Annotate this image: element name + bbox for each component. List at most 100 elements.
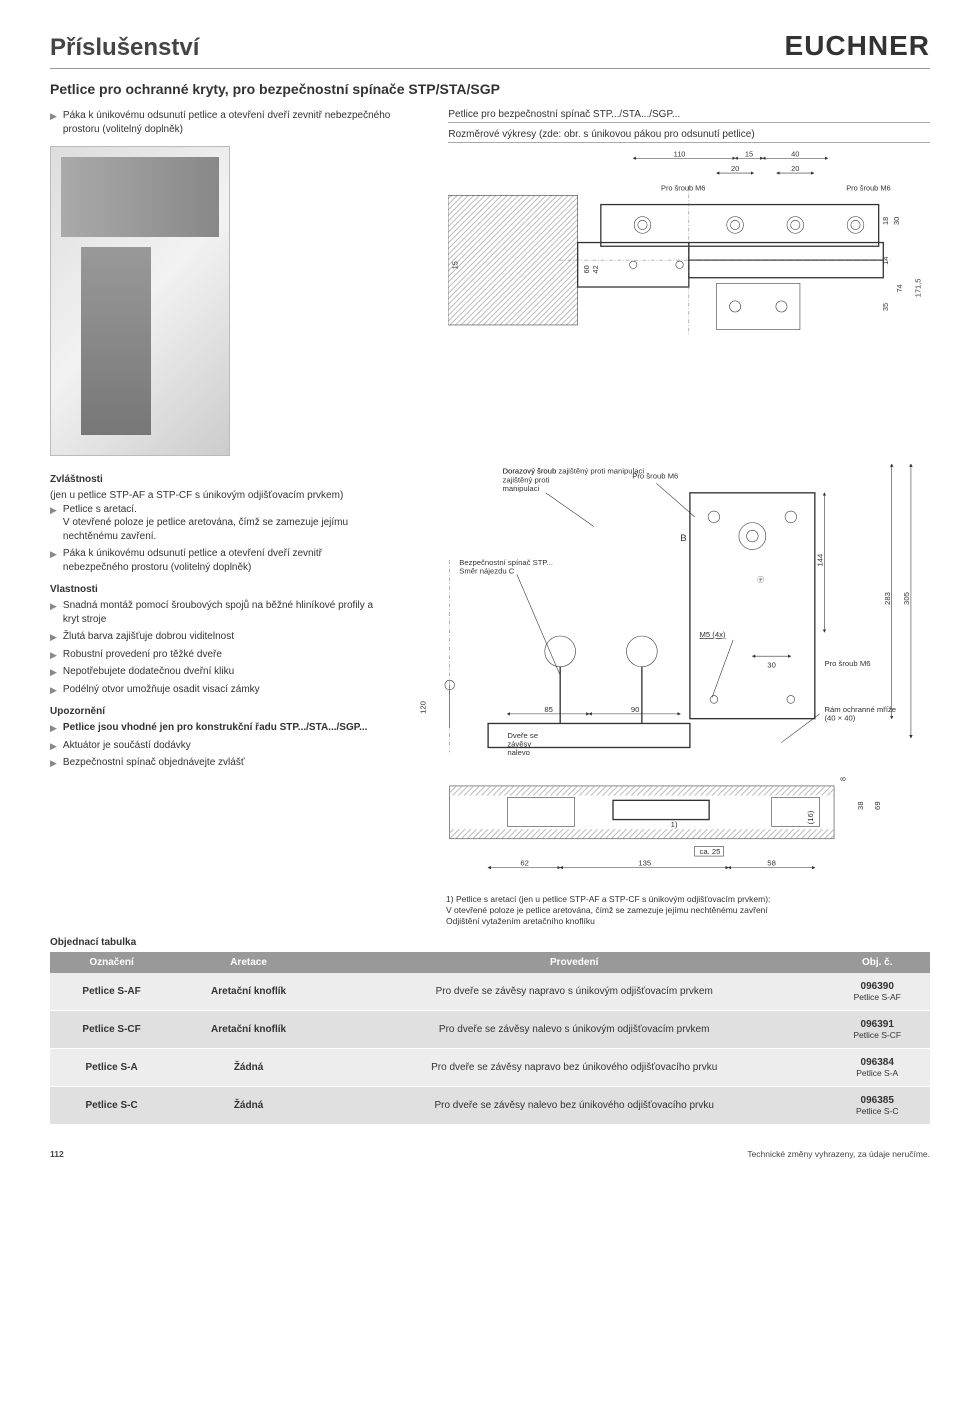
svg-text:90: 90 bbox=[631, 705, 640, 714]
svg-text:(16): (16) bbox=[806, 810, 815, 824]
notice-text: Bezpečnostní spínač objednávejte zvlášť bbox=[63, 756, 245, 770]
intro-left-text: Páka k únikovému odsunutí petlice a otev… bbox=[63, 109, 428, 136]
cell: Žádná bbox=[173, 1087, 324, 1125]
notice-text: Aktuátor je součástí dodávky bbox=[63, 739, 191, 753]
triangle-icon: ▶ bbox=[50, 757, 57, 769]
svg-text:62: 62 bbox=[520, 859, 529, 868]
intro-row: ▶ Páka k únikovému odsunutí petlice a ot… bbox=[50, 109, 930, 456]
svg-text:1): 1) bbox=[671, 820, 678, 829]
svg-text:58: 58 bbox=[767, 859, 776, 868]
svg-text:144: 144 bbox=[815, 553, 824, 567]
svg-text:㋢: ㋢ bbox=[757, 576, 764, 584]
prop-item: ▶ Nepotřebujete dodatečnou dveřní kliku bbox=[50, 665, 380, 679]
intro-left-item: ▶ Páka k únikovému odsunutí petlice a ot… bbox=[50, 109, 428, 136]
table-header-row: Označení Aretace Provedení Obj. č. bbox=[50, 952, 930, 973]
prop-text: Snadná montáž pomocí šroubových spojů na… bbox=[63, 599, 380, 626]
svg-text:15: 15 bbox=[451, 261, 460, 269]
feature-text: Petlice s aretací. V otevřené poloze je … bbox=[63, 503, 380, 544]
triangle-icon: ▶ bbox=[50, 684, 57, 696]
cell: Petlice S-C bbox=[50, 1087, 173, 1125]
top-drawing: 110 15 40 20 20 Pro šroub M6 Pro šroub M… bbox=[448, 149, 930, 367]
prop-item: ▶Robustní provedení pro těžké dveře bbox=[50, 648, 380, 662]
table-row: Petlice S-C Žádná Pro dveře se závěsy na… bbox=[50, 1087, 930, 1125]
svg-text:15: 15 bbox=[745, 149, 753, 158]
svg-text:283: 283 bbox=[883, 592, 892, 605]
svg-text:30: 30 bbox=[767, 661, 776, 670]
svg-text:8: 8 bbox=[838, 777, 847, 781]
page-footer: 112 Technické změny vyhrazeny, za údaje … bbox=[50, 1149, 930, 1159]
bottom-drawing: Dorazový šroub zajištěný proti manipulac… bbox=[392, 464, 930, 877]
cell: 096384Petlice S-A bbox=[824, 1049, 930, 1087]
feature-item-0: ▶ Petlice s aretací. V otevřené poloze j… bbox=[50, 503, 380, 544]
brand-logo: EUCHNER bbox=[785, 30, 930, 62]
triangle-icon: ▶ bbox=[50, 504, 57, 516]
prop-text: Žlutá barva zajišťuje dobrou viditelnost bbox=[63, 630, 234, 644]
cell: Pro dveře se závěsy napravo bez únikovéh… bbox=[324, 1049, 824, 1087]
cell: Aretační knoflík bbox=[173, 973, 324, 1011]
svg-text:Pro šroub M6: Pro šroub M6 bbox=[632, 471, 678, 480]
notice-item: ▶ Petlice jsou vhodné jen pro konstrukční… bbox=[50, 721, 380, 735]
footnote-num: 1) bbox=[446, 894, 454, 904]
middle-row: Zvláštnosti (jen u petlice STP-AF a STP-… bbox=[50, 464, 930, 880]
svg-text:69: 69 bbox=[873, 801, 882, 810]
prop-text: Podélný otvor umožňuje osadit visací zám… bbox=[63, 683, 260, 697]
cell: Pro dveře se závěsy nalevo bez únikového… bbox=[324, 1087, 824, 1125]
table-row: Petlice S-A Žádná Pro dveře se závěsy na… bbox=[50, 1049, 930, 1087]
cell: Pro dveře se závěsy napravo s únikovým o… bbox=[324, 973, 824, 1011]
triangle-icon: ▶ bbox=[50, 649, 57, 661]
table-row: Petlice S-AF Aretační knoflík Pro dveře … bbox=[50, 973, 930, 1011]
svg-text:30: 30 bbox=[892, 217, 901, 225]
order-table: Označení Aretace Provedení Obj. č. Petli… bbox=[50, 952, 930, 1125]
svg-text:18: 18 bbox=[881, 217, 890, 225]
col-lock: Aretace bbox=[173, 952, 324, 973]
svg-text:M5 (4x): M5 (4x) bbox=[699, 630, 725, 639]
notice-heading: Upozornění bbox=[50, 706, 380, 717]
svg-text:35: 35 bbox=[881, 303, 890, 311]
svg-text:85: 85 bbox=[544, 705, 553, 714]
triangle-icon: ▶ bbox=[50, 666, 57, 678]
notice-item: ▶Aktuátor je součástí dodávky bbox=[50, 739, 380, 753]
triangle-icon: ▶ bbox=[50, 600, 57, 612]
col-orderno: Obj. č. bbox=[824, 952, 930, 973]
svg-text:40: 40 bbox=[792, 149, 800, 158]
prop-item: ▶ Žlutá barva zajišťuje dobrou viditelnos… bbox=[50, 630, 380, 644]
footnote: 1) Petlice s aretací (jen u petlice STP-… bbox=[446, 894, 930, 927]
svg-text:20: 20 bbox=[731, 164, 739, 173]
cell: Žádná bbox=[173, 1049, 324, 1087]
table-row: Petlice S-CF Aretační knoflík Pro dveře … bbox=[50, 1011, 930, 1049]
page-header: Příslušenství EUCHNER bbox=[50, 30, 930, 69]
product-photo bbox=[50, 146, 230, 456]
svg-text:Dveře se závěsy: Dveře se závěsy nalevo bbox=[507, 731, 540, 757]
prop-text: Nepotřebujete dodatečnou dveřní kliku bbox=[63, 665, 234, 679]
notice-item: ▶ Bezpečnostní spínač objednávejte zvlášť bbox=[50, 756, 380, 770]
svg-text:14: 14 bbox=[881, 257, 890, 265]
order-table-caption: Objednací tabulka bbox=[50, 937, 930, 948]
svg-text:Bezpečnostní spínač STP...: Bezpečnostní spínač STP... Směr nájezdu … bbox=[459, 558, 555, 576]
triangle-icon: ▶ bbox=[50, 631, 57, 643]
footnote-l1: Petlice s aretací (jen u petlice STP-AF … bbox=[456, 894, 770, 904]
triangle-icon: ▶ bbox=[50, 722, 57, 734]
cell: Aretační knoflík bbox=[173, 1011, 324, 1049]
cell: Petlice S-A bbox=[50, 1049, 173, 1087]
right-label: Petlice pro bezpečnostní spínač STP.../S… bbox=[448, 109, 930, 123]
page-title: Petlice pro ochranné kryty, pro bezpečno… bbox=[50, 81, 930, 97]
svg-text:38: 38 bbox=[856, 801, 865, 810]
svg-text:Dorazový šroub zajiště: Dorazový šroub zajištěný proti manipulac… bbox=[502, 467, 558, 493]
svg-text:60: 60 bbox=[582, 265, 591, 273]
svg-text:42: 42 bbox=[591, 265, 600, 273]
section-title: Příslušenství bbox=[50, 34, 199, 62]
svg-text:120: 120 bbox=[418, 701, 427, 714]
feature-item-1: ▶ Páka k únikovému odsunutí petlice a ot… bbox=[50, 547, 380, 574]
cell: 096385Petlice S-C bbox=[824, 1087, 930, 1125]
cell: 096390Petlice S-AF bbox=[824, 973, 930, 1011]
cell: 096391Petlice S-CF bbox=[824, 1011, 930, 1049]
svg-text:74: 74 bbox=[895, 284, 904, 292]
right-sublabel: Rozměrové výkresy (zde: obr. s únikovou … bbox=[448, 129, 930, 143]
svg-text:20: 20 bbox=[792, 164, 800, 173]
svg-text:Pro šroub M6: Pro šroub M6 bbox=[661, 184, 705, 193]
footnote-l2: V otevřené poloze je petlice aretována, … bbox=[446, 905, 768, 915]
notice-text: Petlice jsou vhodné jen pro konstrukční … bbox=[63, 721, 368, 735]
col-designation: Označení bbox=[50, 952, 173, 973]
svg-text:ca. 25: ca. 25 bbox=[699, 847, 720, 856]
footnote-l3: Odjištění vytažením aretačního knoflíku bbox=[446, 916, 595, 926]
